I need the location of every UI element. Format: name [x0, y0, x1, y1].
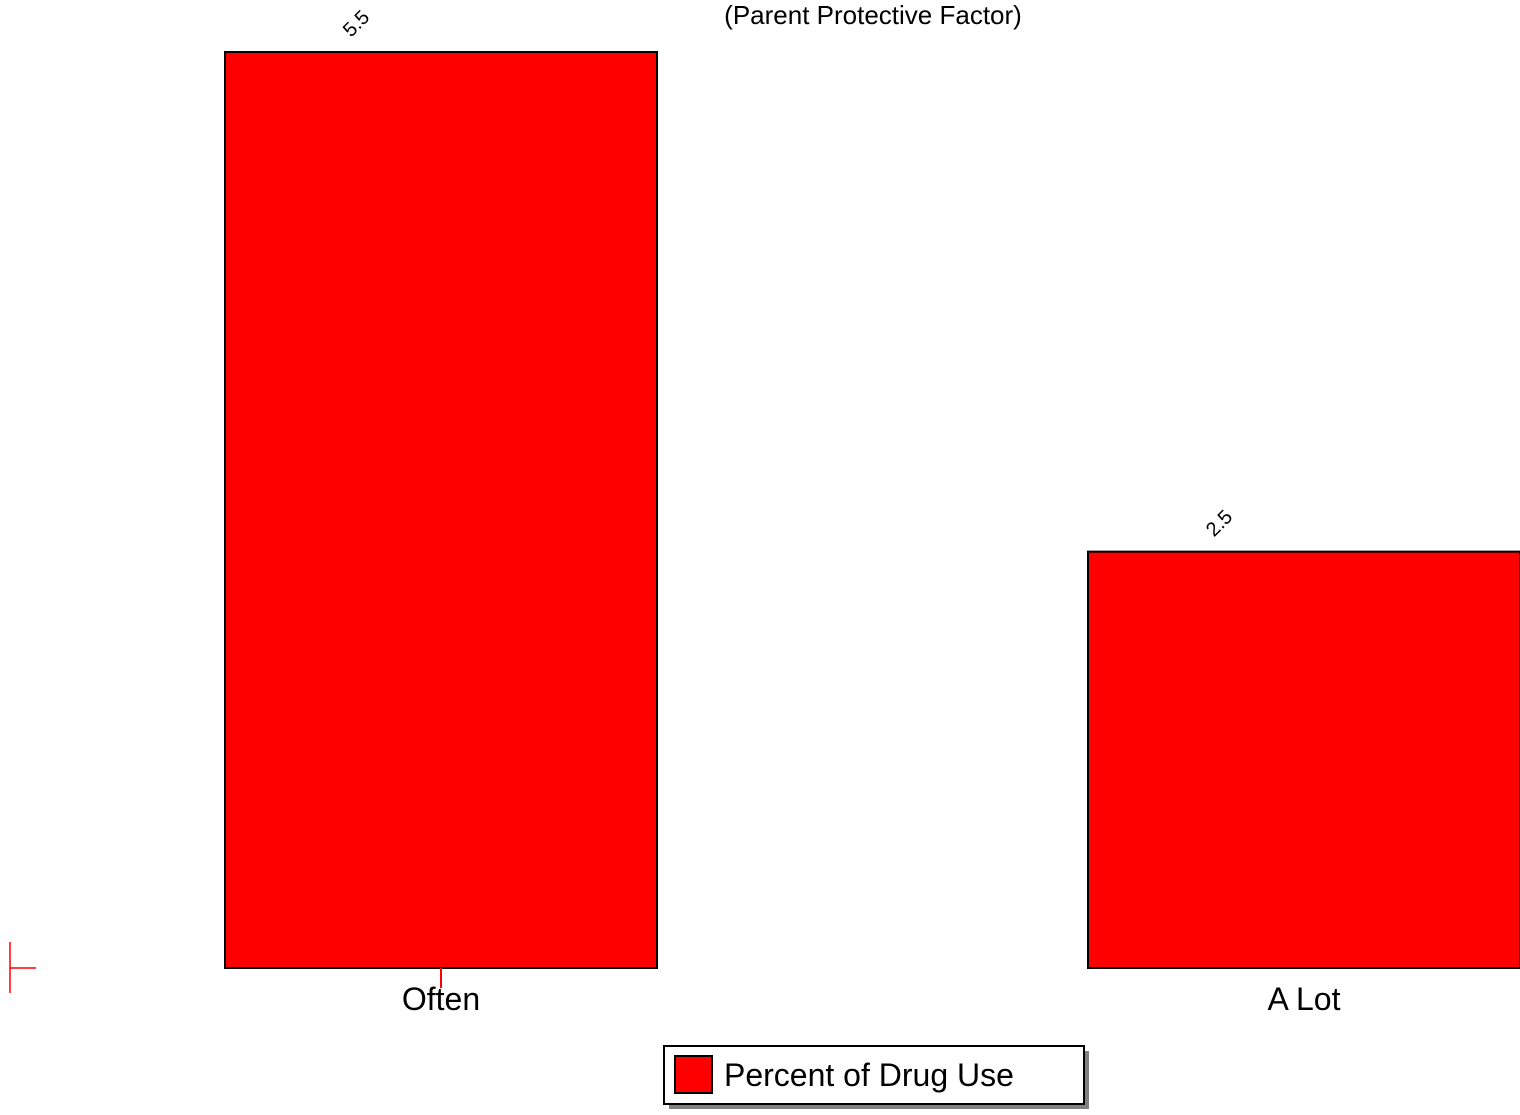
data-label: 5.5: [339, 6, 374, 41]
bars-layer: [224, 51, 1520, 969]
axis-layer: [9, 942, 442, 993]
data-label: 2.5: [1202, 506, 1237, 541]
legend-box: [663, 1045, 1085, 1105]
bar-often: [224, 51, 658, 969]
bar-a-lot: [1087, 550, 1520, 969]
legend-swatch: [674, 1055, 713, 1094]
x-tick-label: A Lot: [1268, 981, 1341, 1017]
legend-label: Percent of Drug Use: [724, 1057, 1014, 1093]
legend: Percent of Drug Use: [663, 1045, 1089, 1109]
chart-title: (Parent Protective Factor): [724, 0, 1022, 30]
